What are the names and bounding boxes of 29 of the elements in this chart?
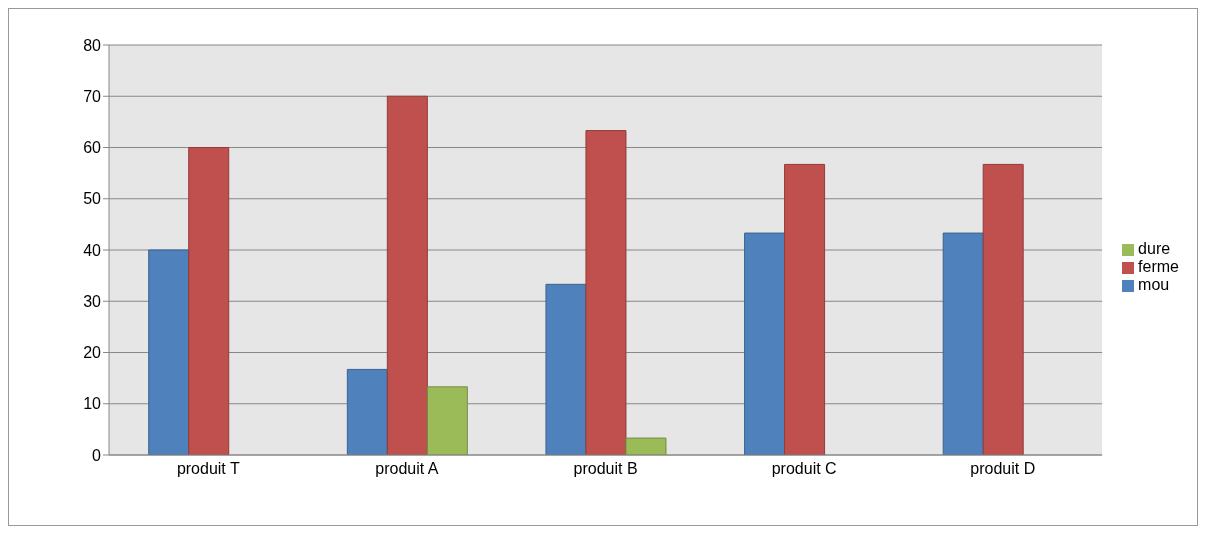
bar — [386, 95, 428, 455]
bar — [784, 163, 826, 455]
bar — [625, 437, 667, 455]
x-tick-label: produit D — [970, 460, 1036, 478]
y-tick-label: 70 — [83, 87, 102, 105]
bar — [744, 232, 786, 455]
x-tick-label: produit T — [176, 460, 240, 478]
y-tick-label: 20 — [83, 344, 102, 362]
y-tick-label: 40 — [83, 241, 102, 259]
legend-label: dure — [1138, 240, 1171, 257]
bar — [585, 130, 627, 455]
bar — [346, 368, 388, 455]
y-tick-label: 60 — [83, 139, 102, 157]
x-tick-label: produit A — [375, 460, 439, 478]
x-tick-label: produit B — [573, 460, 638, 478]
bar — [982, 163, 1024, 455]
y-tick-label: 80 — [83, 36, 102, 54]
y-tick-label: 50 — [83, 190, 102, 208]
bar — [942, 232, 984, 455]
bar — [545, 283, 587, 455]
bar — [426, 386, 468, 455]
bar — [148, 249, 190, 455]
bar — [188, 147, 230, 455]
y-tick-label: 0 — [92, 446, 102, 464]
x-tick-label: produit C — [771, 460, 837, 478]
y-tick-label: 10 — [83, 395, 102, 413]
legend-label: mou — [1138, 276, 1170, 293]
y-tick-label: 30 — [83, 292, 102, 310]
legend-label: ferme — [1138, 258, 1179, 275]
